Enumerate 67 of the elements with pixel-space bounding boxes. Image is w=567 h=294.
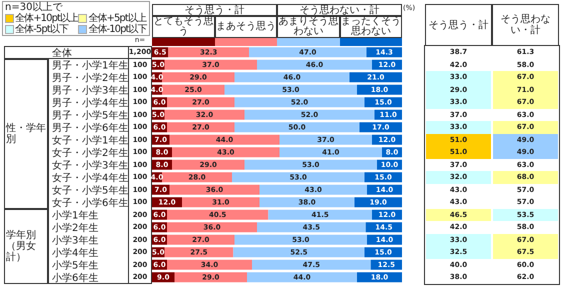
category-label: 男子・小学5年生 [52, 110, 128, 122]
text: 全体-5pt以下 [14, 24, 70, 35]
category-label: 女子・小学1年生 [52, 135, 128, 146]
bar [174, 272, 247, 282]
bar [280, 134, 372, 145]
category-label: 男子・小学2年生 [52, 72, 128, 84]
bar [350, 72, 402, 82]
bar [167, 234, 234, 245]
category-label: 男子・小学1年生 [52, 60, 128, 72]
bar [268, 210, 372, 220]
category-label: 小学4年生 [52, 248, 98, 259]
text: 全体+10pt以上 [14, 13, 78, 24]
text: 全体-10pt以下 [87, 24, 147, 35]
text: 全体+5pt以上 [87, 13, 147, 24]
category-label: 小学1年生 [52, 210, 98, 222]
bar [252, 260, 371, 270]
category-label: 小学3年生 [52, 235, 98, 246]
bar [162, 172, 232, 182]
bar [234, 234, 367, 245]
bar [260, 184, 367, 195]
category-label: 小学2年生 [52, 222, 98, 234]
bar [234, 72, 350, 82]
bar [244, 110, 374, 120]
category-label: 男子・小学6年生 [52, 122, 128, 134]
bar [164, 110, 244, 120]
category-label: 男子・小学4年生 [52, 98, 128, 109]
bar [167, 122, 234, 132]
category-label: 小学6年生 [52, 272, 98, 284]
bar [280, 147, 382, 158]
category-label: 女子・小学2年生 [52, 148, 128, 159]
bar [167, 210, 268, 220]
bar [257, 222, 366, 232]
category-label: 女子・小学4年生 [52, 172, 128, 184]
legend-title: n=30以上で [5, 2, 62, 13]
bar [233, 247, 364, 258]
bar [167, 222, 257, 232]
bar [260, 197, 354, 208]
bar [244, 160, 377, 170]
series-label: とてもそう思う [152, 16, 214, 38]
bar [232, 172, 364, 182]
bar [247, 272, 357, 282]
bar [164, 60, 257, 70]
category-label: 女子・小学6年生 [52, 198, 128, 209]
category-label: 女子・小学5年生 [52, 185, 128, 196]
bar [170, 184, 260, 195]
bar [167, 260, 252, 270]
bar [257, 60, 372, 70]
category-label: 女子・小学3年生 [52, 160, 128, 172]
bar [162, 72, 234, 82]
bar [224, 84, 357, 95]
series-label: まったくそう思わない [340, 16, 402, 38]
bar [167, 97, 234, 108]
text: 性・学年別 [4, 58, 48, 208]
bar [234, 97, 364, 108]
bar [172, 147, 280, 158]
bar [162, 84, 224, 95]
bar [164, 247, 234, 258]
bar [234, 122, 360, 132]
bar [172, 160, 244, 170]
bar [170, 134, 280, 145]
series-label: まあそう思う [214, 16, 277, 38]
bar [182, 197, 260, 208]
series-label: あまりそう思わない [277, 16, 340, 38]
category-label: 男子・小学3年生 [52, 85, 128, 96]
category-label: 小学5年生 [52, 260, 98, 272]
text: 学年別（男女計） [4, 208, 48, 284]
category-label: 全体 [52, 48, 72, 59]
